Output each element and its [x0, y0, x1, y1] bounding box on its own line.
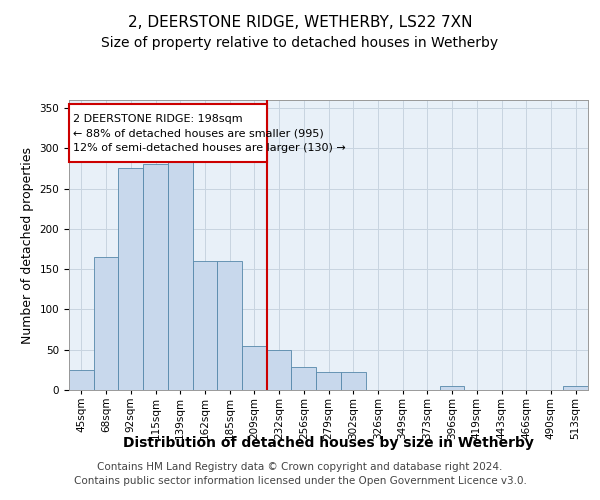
Bar: [118, 168, 143, 390]
Bar: [440, 386, 464, 390]
Text: ← 88% of detached houses are smaller (995): ← 88% of detached houses are smaller (99…: [73, 128, 323, 138]
Text: 2, DEERSTONE RIDGE, WETHERBY, LS22 7XN: 2, DEERSTONE RIDGE, WETHERBY, LS22 7XN: [128, 15, 472, 30]
Bar: [168, 156, 193, 390]
Text: Distribution of detached houses by size in Wetherby: Distribution of detached houses by size …: [124, 436, 534, 450]
Bar: [292, 368, 316, 390]
Bar: [193, 261, 217, 390]
Bar: [69, 370, 94, 390]
Text: Contains HM Land Registry data © Crown copyright and database right 2024.
Contai: Contains HM Land Registry data © Crown c…: [74, 462, 526, 486]
Bar: [94, 257, 118, 390]
Bar: [143, 164, 168, 390]
Bar: [267, 350, 292, 390]
Bar: [316, 372, 341, 390]
Bar: [341, 372, 365, 390]
Bar: [563, 386, 588, 390]
Bar: [217, 261, 242, 390]
Bar: [242, 346, 267, 390]
FancyBboxPatch shape: [69, 104, 267, 162]
Y-axis label: Number of detached properties: Number of detached properties: [21, 146, 34, 344]
Text: Size of property relative to detached houses in Wetherby: Size of property relative to detached ho…: [101, 36, 499, 50]
Text: 12% of semi-detached houses are larger (130) →: 12% of semi-detached houses are larger (…: [73, 142, 346, 152]
Text: 2 DEERSTONE RIDGE: 198sqm: 2 DEERSTONE RIDGE: 198sqm: [73, 114, 242, 124]
